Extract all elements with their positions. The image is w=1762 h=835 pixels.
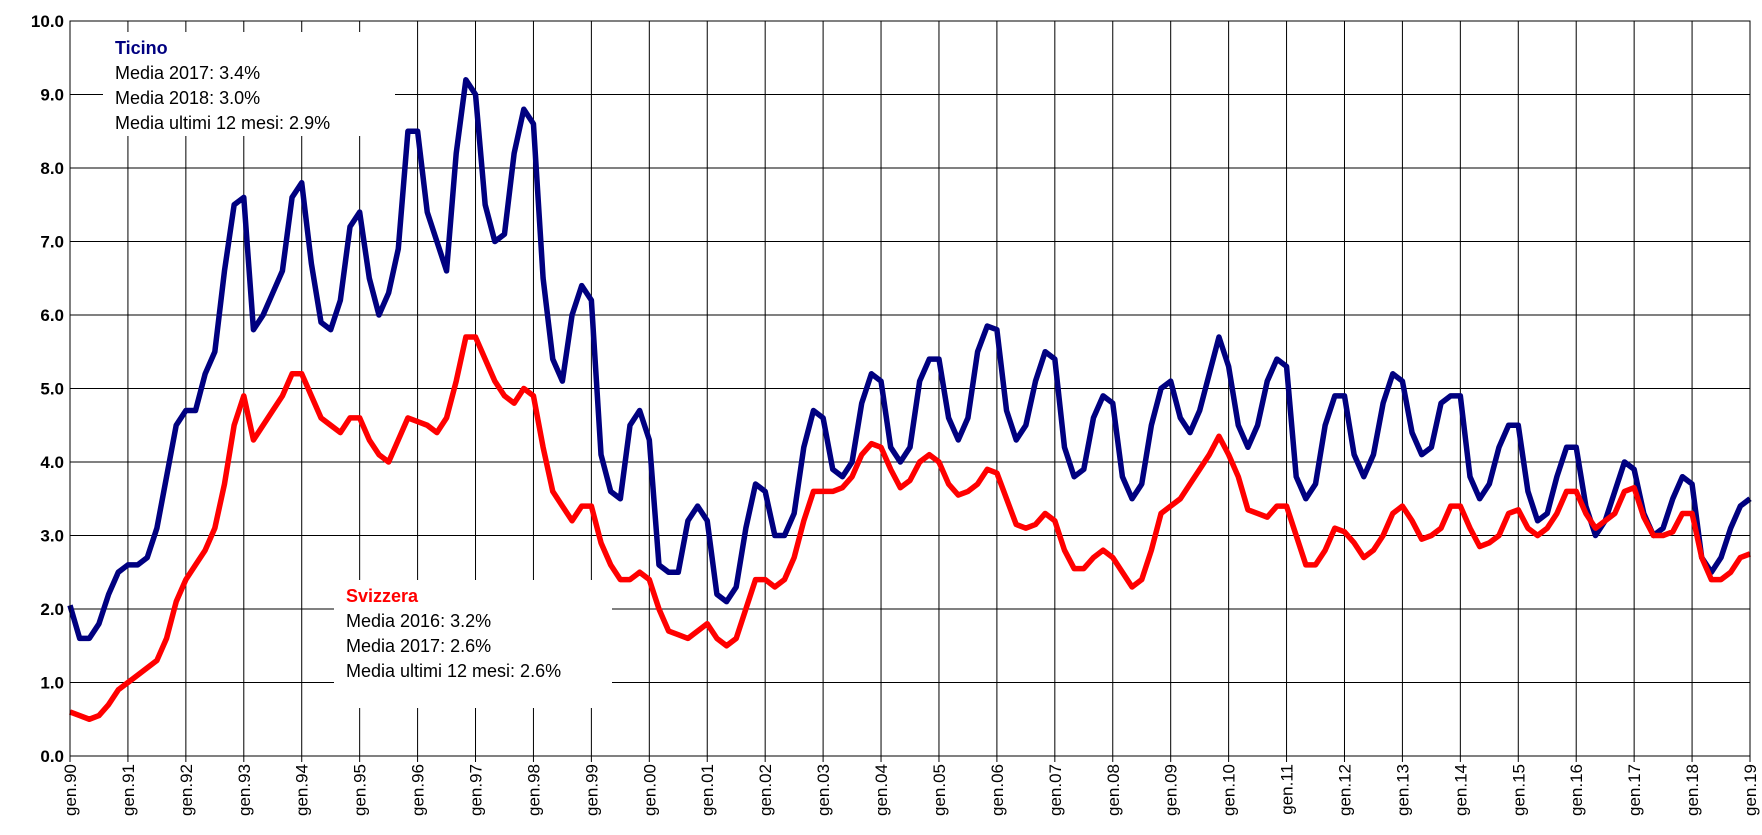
annotation-box — [334, 580, 612, 708]
annotation-title: Ticino — [115, 38, 168, 58]
y-tick-label: 4.0 — [40, 453, 64, 472]
annotation-line: Media 2017: 2.6% — [346, 636, 491, 656]
x-tick-label: gen.92 — [177, 764, 196, 816]
x-tick-label: gen.15 — [1509, 764, 1528, 816]
series-line — [67, 77, 1752, 642]
x-tick-label: gen.97 — [467, 764, 486, 816]
axes: 0.0 1.0 2.0 3.0 4.0 5.0 6.0 7.0 8.0 9.0 10.0 gen.90… — [31, 12, 1760, 816]
x-tick-label: gen.98 — [524, 764, 543, 816]
x-tick-label: gen.00 — [640, 764, 659, 816]
x-tick-label: gen.04 — [872, 764, 891, 816]
x-tick-label: gen.09 — [1162, 764, 1181, 816]
annotation-line: Media ultimi 12 mesi: 2.6% — [346, 661, 561, 681]
y-tick-label: 6.0 — [40, 306, 64, 325]
y-tick-label: 5.0 — [40, 380, 64, 399]
annotation-box — [103, 32, 395, 136]
x-tick-label: gen.05 — [930, 764, 949, 816]
x-tick-label: gen.19 — [1741, 764, 1760, 816]
x-tick-label: gen.14 — [1451, 764, 1470, 816]
annotation-line: Media 2018: 3.0% — [115, 88, 260, 108]
x-tick-label: gen.11 — [1278, 764, 1297, 815]
x-tick-label: gen.94 — [293, 764, 312, 816]
x-tick-label: gen.96 — [409, 764, 428, 816]
x-tick-label: gen.10 — [1220, 764, 1239, 816]
y-tick-label: 0.0 — [40, 747, 64, 766]
x-tick-label: gen.13 — [1393, 764, 1412, 816]
annotation-line: Media 2017: 3.4% — [115, 63, 260, 83]
x-tick-label: gen.90 — [61, 764, 80, 816]
y-tick-label: 8.0 — [40, 159, 64, 178]
x-tick-label: gen.16 — [1567, 764, 1586, 816]
annotations: Ticino Media 2017: 3.4% Media 2018: 3.0% Me… — [103, 32, 612, 708]
x-tick-label: gen.08 — [1104, 764, 1123, 816]
x-tick-label: gen.17 — [1625, 764, 1644, 816]
x-tick-label: gen.93 — [235, 764, 254, 816]
x-tick-label: gen.12 — [1335, 764, 1354, 816]
x-tick-label: gen.06 — [988, 764, 1007, 816]
annotation-title: Svizzera — [346, 586, 419, 606]
x-tick-label: gen.99 — [582, 764, 601, 816]
x-tick-label: gen.01 — [698, 764, 717, 816]
annotation-line: Media 2016: 3.2% — [346, 611, 491, 631]
x-tick-label: gen.18 — [1683, 764, 1702, 816]
series-line — [69, 334, 1751, 722]
annotation-line: Media ultimi 12 mesi: 2.9% — [115, 113, 330, 133]
y-tick-label: 9.0 — [40, 86, 64, 105]
y-tick-label: 2.0 — [40, 600, 64, 619]
y-tick-label: 7.0 — [40, 233, 64, 252]
plot-frame — [69, 20, 1751, 757]
y-tick-label: 10.0 — [31, 12, 64, 31]
x-tick-label: gen.07 — [1046, 764, 1065, 816]
x-tick-label: gen.95 — [351, 764, 370, 816]
x-tick-label: gen.03 — [814, 764, 833, 816]
y-tick-label: 1.0 — [40, 674, 64, 693]
x-tick-label: gen.91 — [119, 764, 138, 816]
lines — [67, 77, 1752, 722]
y-tick-label: 3.0 — [40, 527, 64, 546]
x-tick-label: gen.02 — [756, 764, 775, 816]
